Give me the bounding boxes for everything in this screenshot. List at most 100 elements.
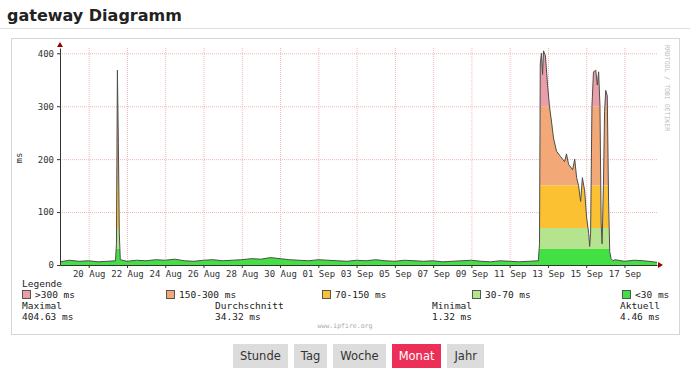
y-tick-mark <box>57 159 60 160</box>
band-area <box>60 186 657 228</box>
grid-line-x <box>624 48 625 265</box>
x-tick-label: 03 Sep <box>341 269 374 279</box>
grid-line-x <box>280 48 281 265</box>
legend-swatch <box>323 291 331 299</box>
chart: gateway Diagramm 20 Aug 22 Aug 24 Aug 26 Aug… <box>0 0 690 340</box>
legend-label: <30 ms <box>635 289 669 300</box>
legend-swatch <box>473 291 481 299</box>
y-tick: 0 <box>49 260 60 270</box>
x-tick-label: 26 Aug <box>188 269 221 279</box>
period-buttons: StundeTagWoche MonatJahr <box>233 344 484 368</box>
x-tick: 24 Aug <box>149 265 182 279</box>
period-button[interactable]: Monat <box>392 344 442 368</box>
y-axis-arrow <box>57 42 63 47</box>
y-tick-mark <box>57 265 60 266</box>
x-tick-mark <box>242 265 243 268</box>
band-area <box>60 106 657 185</box>
x-tick-mark <box>624 265 625 268</box>
period-button[interactable]: Tag <box>294 344 327 368</box>
grid-line-x <box>433 48 434 265</box>
y-tick-label: 0 <box>49 260 54 270</box>
x-tick-label: 13 Sep <box>532 269 565 279</box>
x-tick-mark <box>433 265 434 268</box>
stat-value: 34.32 ms <box>215 311 261 322</box>
x-tick-mark <box>471 265 472 268</box>
x-tick-mark <box>548 265 549 268</box>
x-tick-mark <box>204 265 205 268</box>
grid-line-x <box>318 48 319 265</box>
y-tick-label: 200 <box>38 155 54 165</box>
grid-line-x <box>165 48 166 265</box>
period-button[interactable]: Jahr <box>447 344 483 368</box>
x-tick-mark <box>586 265 587 268</box>
y-tick-mark <box>57 106 60 107</box>
x-tick-mark <box>127 265 128 268</box>
grid-line-y <box>60 53 657 54</box>
x-tick-mark <box>510 265 511 268</box>
x-tick-label: 30 Aug <box>264 269 297 279</box>
x-tick-label: 15 Sep <box>570 269 603 279</box>
y-tick: 300 <box>38 102 60 112</box>
x-tick-mark <box>395 265 396 268</box>
x-axis: 20 Aug22 Aug24 Aug26 Aug28 Aug30 Aug01 S… <box>61 265 658 279</box>
x-tick-label: 24 Aug <box>149 269 182 279</box>
x-tick: 20 Aug <box>73 265 106 279</box>
period-button[interactable]: Stunde <box>233 344 288 368</box>
y-axis: 0 100 200 300 400 <box>38 49 61 271</box>
x-tick: 03 Sep <box>341 265 374 279</box>
x-tick-mark <box>318 265 319 268</box>
x-tick: 05 Sep <box>379 265 412 279</box>
grid <box>60 48 657 266</box>
band-area <box>60 249 657 265</box>
band-group <box>60 106 657 185</box>
y-tick: 200 <box>38 155 60 165</box>
band-group <box>60 51 657 106</box>
heading: gateway Diagramm <box>7 6 182 25</box>
plot <box>60 51 657 265</box>
legend-label: 30-70 ms <box>485 289 531 300</box>
grid-line-x <box>89 48 90 265</box>
legend-label: 70-150 ms <box>335 289 386 300</box>
y-axis-title: ms <box>14 153 24 164</box>
y-tick-label: 400 <box>38 49 54 59</box>
x-tick-label: 05 Sep <box>379 269 412 279</box>
x-tick-label: 17 Sep <box>609 269 642 279</box>
x-tick: 13 Sep <box>532 265 565 279</box>
x-tick: 30 Aug <box>264 265 297 279</box>
watermark: RRDTOOL / TOBI OETIKER <box>663 45 671 131</box>
stat-label: Aktuell <box>620 300 660 311</box>
stat-label: Maximal <box>22 300 62 311</box>
x-axis-line <box>61 265 658 266</box>
y-tick-label: 100 <box>38 207 54 217</box>
period-button[interactable]: Woche <box>333 344 385 368</box>
y-tick: 400 <box>38 49 60 59</box>
stat-value: 404.63 ms <box>22 311 73 322</box>
grid-line-x <box>204 48 205 265</box>
band-area <box>60 228 657 249</box>
stat-label: Minimal <box>432 300 472 311</box>
x-tick-mark <box>280 265 281 268</box>
x-tick-label: 20 Aug <box>73 269 106 279</box>
legend-swatch <box>23 291 31 299</box>
legend-label: >300 ms <box>35 289 75 300</box>
legend-label: 150-300 ms <box>179 289 236 300</box>
grid-line-y <box>60 106 657 107</box>
grid-line-x <box>471 48 472 265</box>
band-group <box>60 249 657 265</box>
x-axis-arrow <box>658 262 663 268</box>
grid-line-x <box>242 48 243 265</box>
x-tick: 07 Sep <box>417 265 450 279</box>
x-tick-mark <box>357 265 358 268</box>
band-area <box>60 51 657 106</box>
grid-line-y <box>60 265 657 266</box>
stat-value: 1.32 ms <box>432 311 472 322</box>
x-tick: 22 Aug <box>111 265 144 279</box>
band-group <box>60 186 657 228</box>
x-tick: 15 Sep <box>570 265 603 279</box>
series-line <box>60 51 657 263</box>
legend: Legende>300 ms150-300 ms70-150 ms30-70 m… <box>22 278 669 300</box>
x-tick: 01 Sep <box>303 265 336 279</box>
y-tick-mark <box>57 53 60 54</box>
x-tick-mark <box>165 265 166 268</box>
y-tick-label: 300 <box>38 102 54 112</box>
